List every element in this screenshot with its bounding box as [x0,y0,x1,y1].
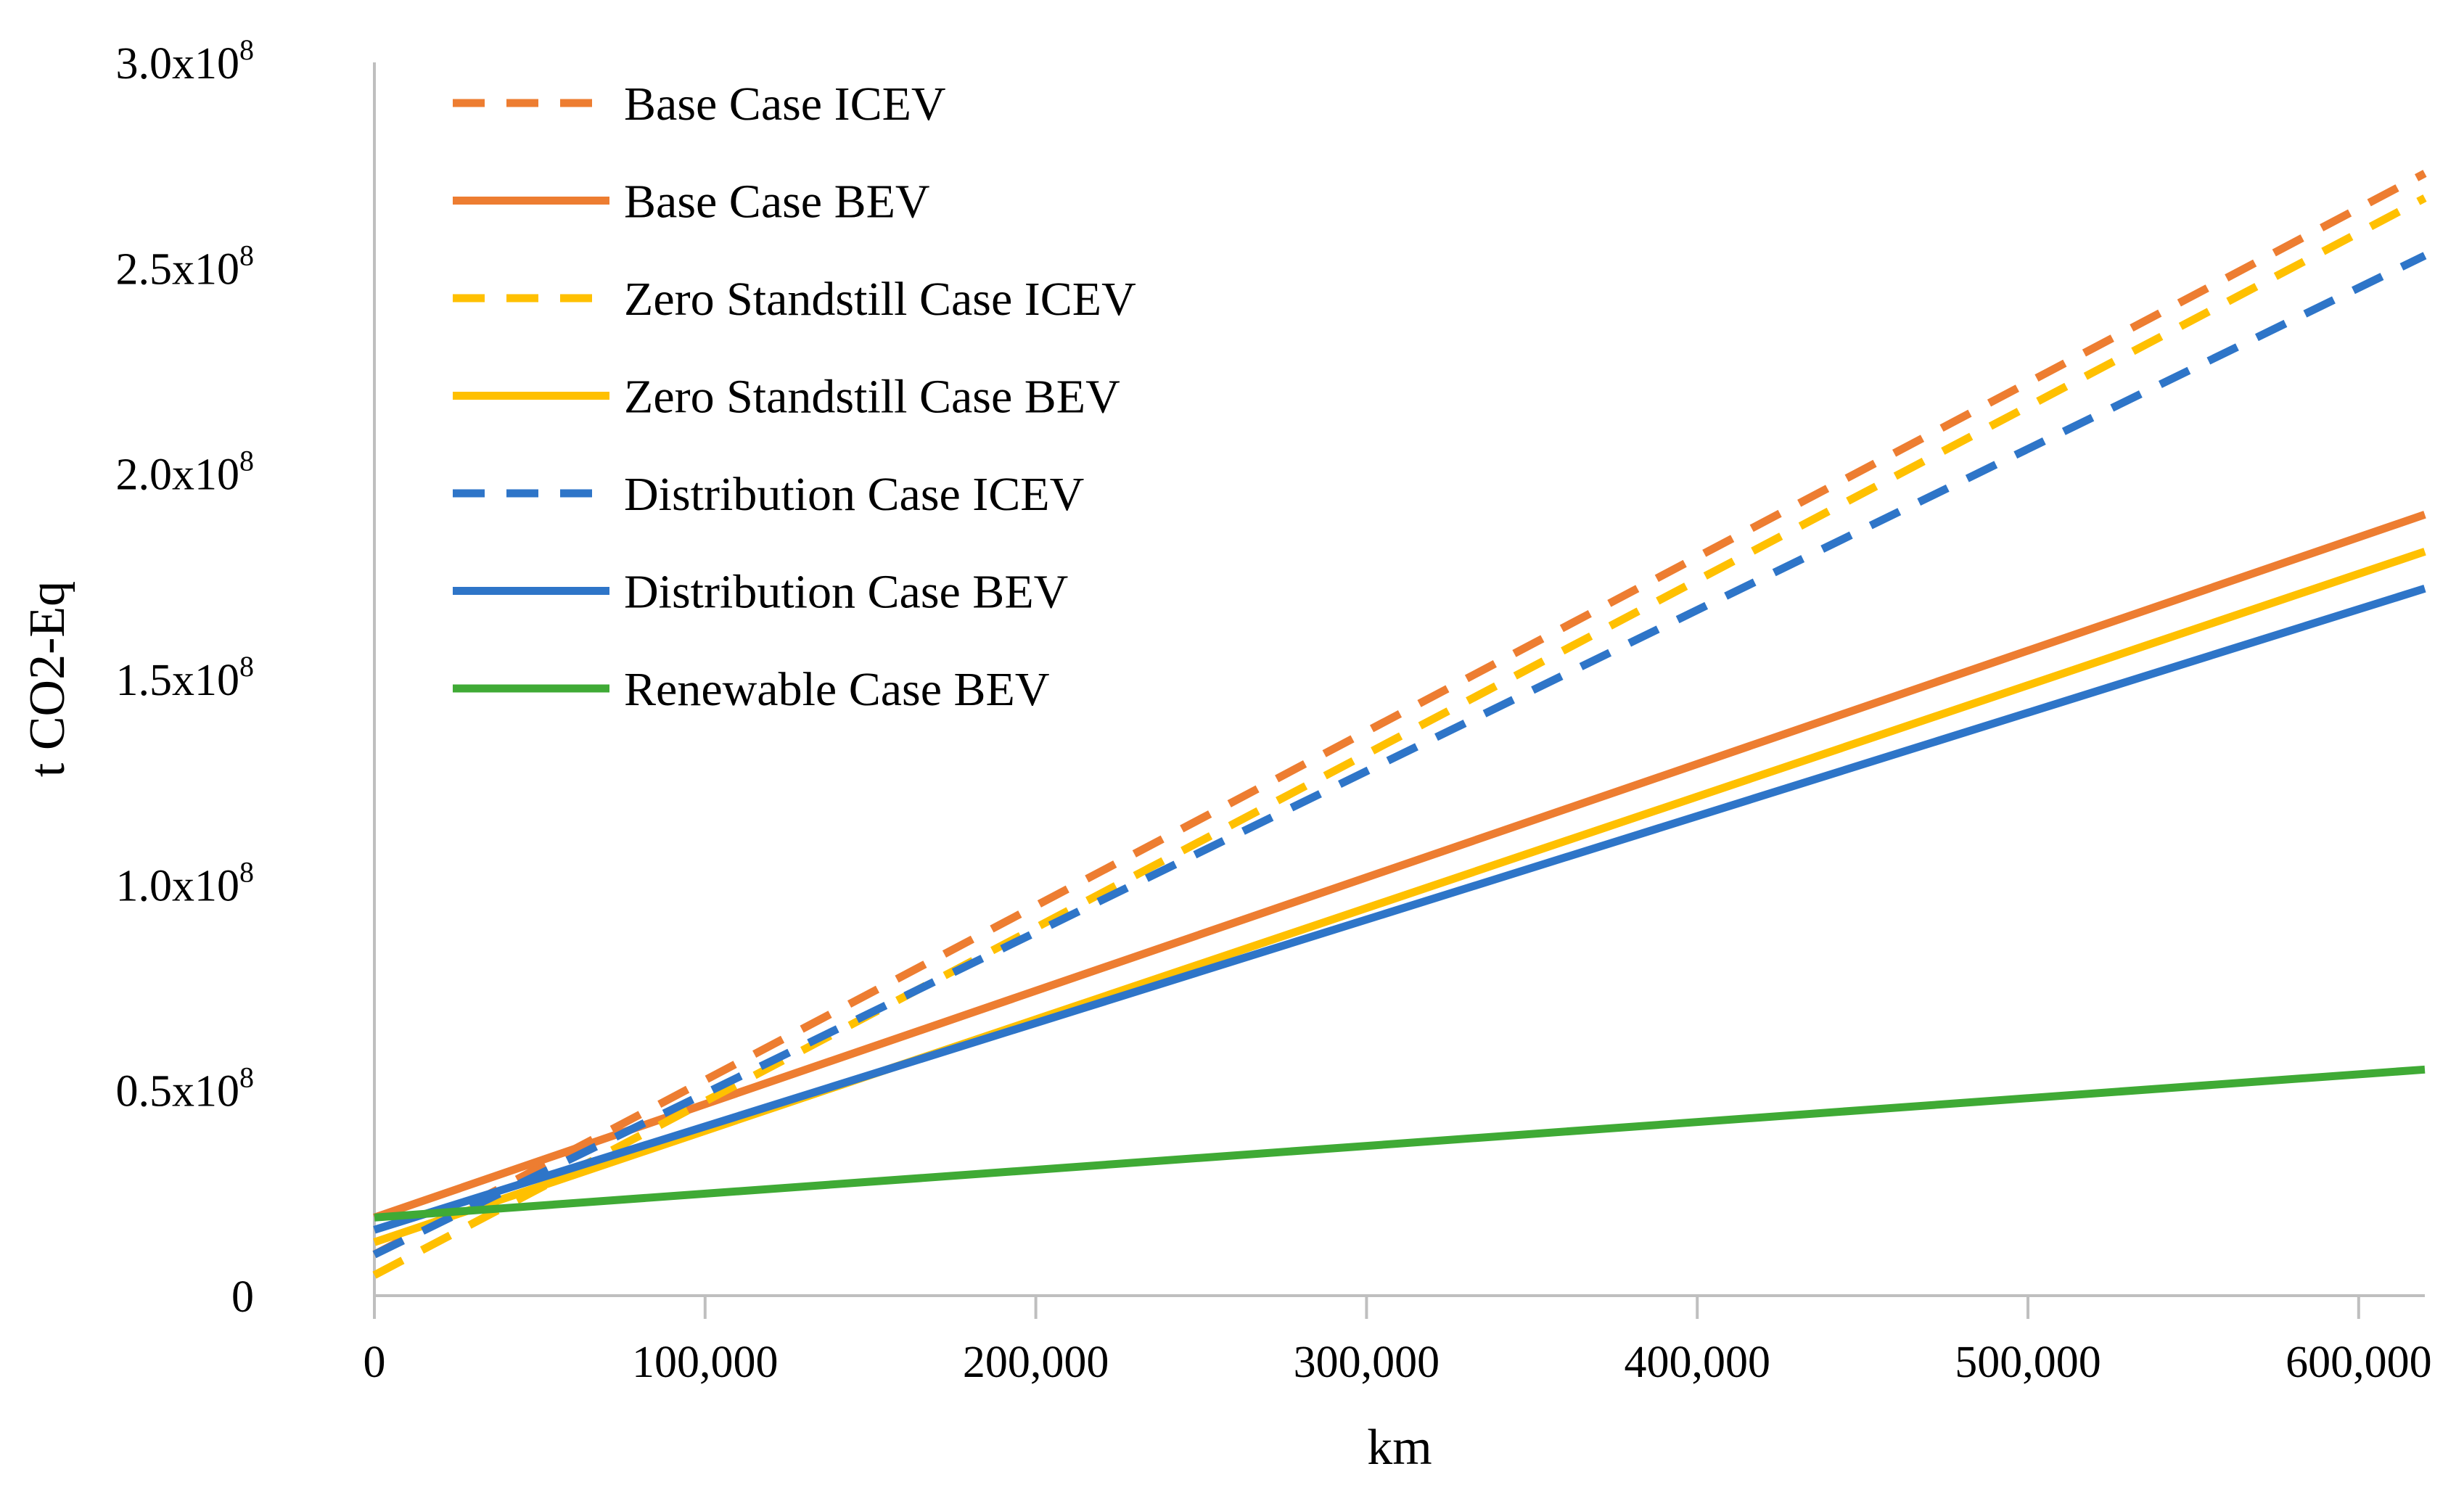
y-tick-label-exponent: 8 [239,1061,254,1094]
y-tick-label-exponent: 8 [239,33,254,66]
series-line-base-case-bev [373,511,2426,1222]
y-tick-label-base: 2.0x10 [116,451,240,500]
y-tick-label: 3.0x108 [116,33,255,89]
legend-label: Zero Standstill Case ICEV [624,273,1136,326]
legend: Base Case ICEV Base Case BEV Zero Standsti… [453,78,1136,716]
y-tick-label-exponent: 8 [239,445,254,477]
y-tick-label: 0.5x108 [116,1061,255,1116]
x-tick-label: 300,000 [1294,1338,1440,1387]
y-tick-label-base: 0 [231,1272,254,1322]
y-tick-label-base: 0.5x10 [116,1067,240,1116]
series-line-distribution-case-icev [372,252,2427,1259]
y-tick-label: 2.5x108 [116,239,255,294]
y-tick-label: 1.0x108 [116,855,255,910]
series-layer [372,170,2427,1279]
x-tick-label: 500,000 [1955,1338,2101,1387]
legend-label: Distribution Case ICEV [624,468,1084,521]
y-tick-label-base: 1.0x10 [116,861,240,910]
legend-label: Zero Standstill Case BEV [624,371,1120,424]
x-tick-label: 200,000 [963,1338,1109,1387]
y-axis-title: t CO2-Eq [20,581,75,777]
y-tick-label-exponent: 8 [239,855,254,888]
y-tick-label-base: 2.5x10 [116,244,240,294]
y-tick-label-base: 1.5x10 [116,656,240,705]
series-line-renewable-case-bev [374,1065,2426,1222]
series-line-zero-standstill-case-bev [373,548,2426,1246]
x-axis-title: km [1367,1420,1432,1476]
y-tick-label-exponent: 8 [239,239,254,271]
series-line-distribution-case-bev [373,585,2426,1234]
series-line-base-case-icev [372,170,2427,1259]
x-tick-label: 0 [364,1338,386,1387]
y-tick-label-base: 3.0x10 [116,39,240,89]
legend-label: Renewable Case BEV [624,663,1050,716]
legend-label: Base Case BEV [624,176,930,229]
y-tick-label: 0 [231,1272,254,1322]
x-tick-label: 100,000 [632,1338,779,1387]
series-line-zero-standstill-case-icev [372,194,2427,1279]
y-tick-label: 2.0x108 [116,445,255,500]
legend-label: Distribution Case BEV [624,566,1068,619]
legend-label: Base Case ICEV [624,78,946,131]
axes: 0 100,000 200,000 300,000 400,000 500,000 600,… [20,33,2432,1476]
x-tick-label: 400,000 [1624,1338,1770,1387]
x-tick-label: 600,000 [2286,1338,2432,1387]
y-tick-label-exponent: 8 [239,650,254,683]
y-tick-label: 1.5x108 [116,650,255,705]
